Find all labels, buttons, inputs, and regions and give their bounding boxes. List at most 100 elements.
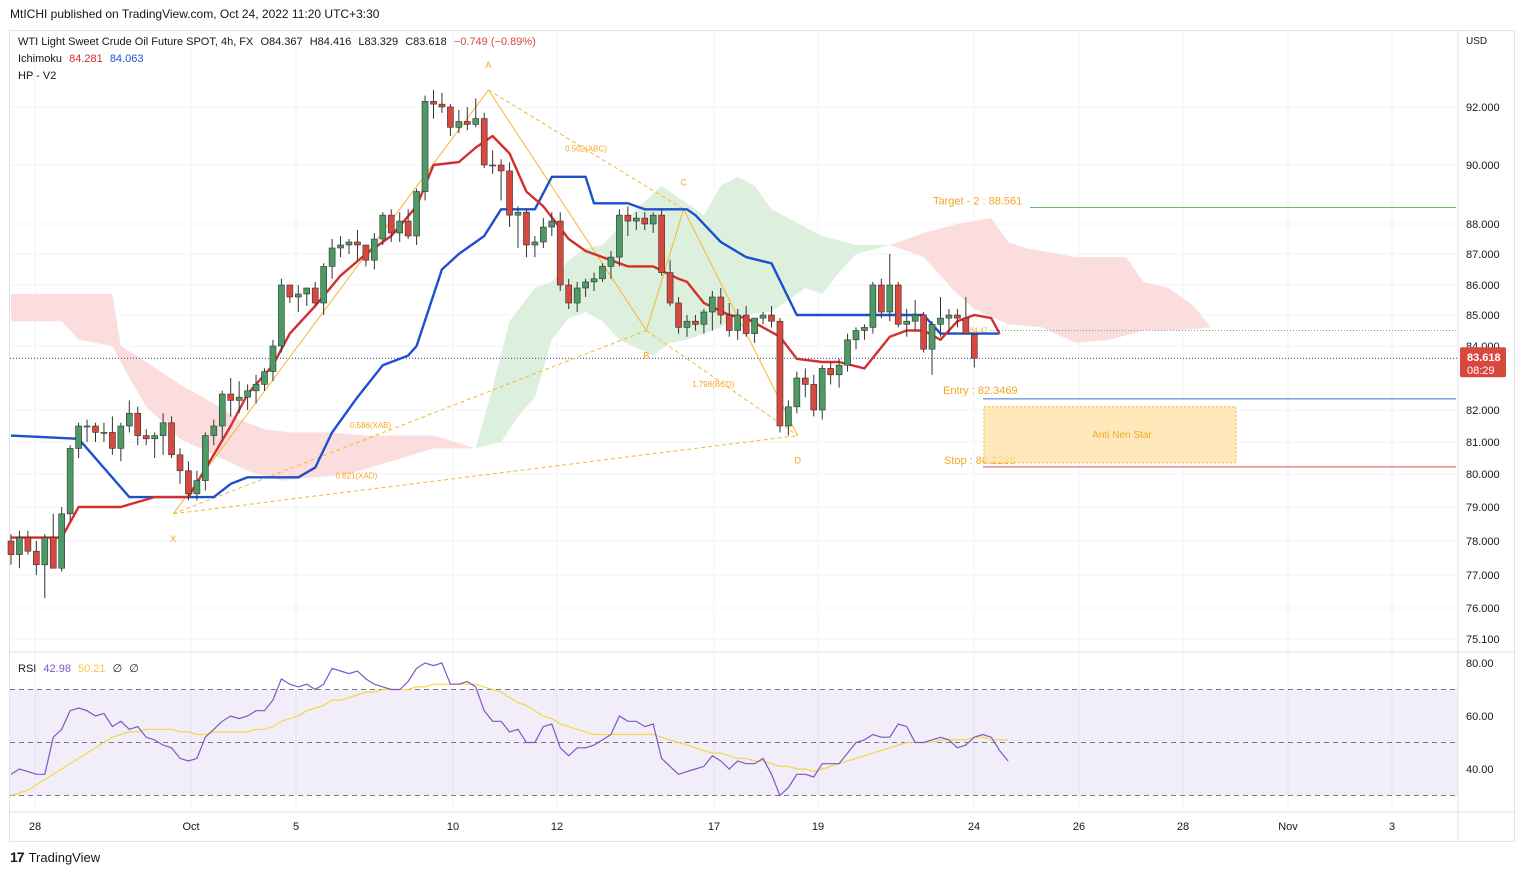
candle[interactable] (218, 390, 226, 439)
candle[interactable] (970, 333, 978, 368)
candle[interactable] (852, 327, 860, 350)
candle[interactable] (134, 406, 142, 446)
candle[interactable] (556, 212, 564, 291)
candle[interactable] (100, 422, 108, 442)
candle[interactable] (168, 416, 175, 458)
candle[interactable] (455, 109, 463, 134)
candle[interactable] (92, 422, 99, 442)
candle[interactable] (793, 371, 801, 414)
candle[interactable] (345, 239, 353, 254)
candle[interactable] (413, 188, 420, 245)
candle[interactable] (117, 422, 125, 462)
candle[interactable] (565, 278, 573, 309)
candle[interactable] (286, 284, 294, 303)
candle[interactable] (616, 209, 623, 267)
candle[interactable] (354, 230, 361, 261)
candle[interactable] (126, 400, 133, 433)
candle[interactable] (396, 212, 404, 242)
candle[interactable] (404, 209, 412, 239)
candle[interactable] (58, 507, 66, 572)
hp-legend[interactable]: HP - V2 (18, 70, 56, 82)
candle[interactable] (599, 263, 606, 282)
candle[interactable] (24, 530, 32, 555)
candle[interactable] (235, 381, 243, 414)
candle[interactable] (768, 306, 775, 328)
candle[interactable] (582, 278, 589, 297)
footer-brand[interactable]: 17 TradingView (10, 849, 100, 865)
candle[interactable] (16, 530, 23, 569)
candle[interactable] (709, 291, 716, 331)
candle[interactable] (269, 339, 277, 382)
candle[interactable] (514, 206, 522, 248)
candle[interactable] (945, 309, 953, 334)
candle[interactable] (193, 470, 201, 501)
rsi-legend[interactable]: RSI 42.98 50.21 ∅ ∅ (18, 662, 139, 675)
candle[interactable] (83, 419, 91, 442)
candle[interactable] (801, 368, 809, 398)
candle[interactable] (261, 368, 268, 391)
candle[interactable] (66, 445, 74, 521)
candle[interactable] (624, 206, 632, 236)
candle[interactable] (632, 212, 640, 230)
candle[interactable] (109, 416, 116, 455)
candle[interactable] (311, 281, 319, 306)
candle[interactable] (692, 315, 699, 331)
candle[interactable] (607, 251, 615, 279)
candle[interactable] (540, 218, 547, 248)
candle[interactable] (159, 413, 167, 455)
candle[interactable] (658, 209, 665, 276)
candle[interactable] (911, 300, 919, 331)
candle[interactable] (962, 297, 970, 334)
candle[interactable] (75, 422, 82, 458)
candle[interactable] (463, 107, 471, 131)
candle[interactable] (506, 162, 513, 227)
candle[interactable] (928, 321, 936, 375)
candle[interactable] (371, 233, 378, 270)
candle[interactable] (41, 534, 49, 599)
candle[interactable] (328, 239, 336, 279)
candle[interactable] (700, 309, 708, 334)
candle[interactable] (303, 287, 311, 306)
candle[interactable] (844, 333, 851, 372)
candle[interactable] (151, 432, 158, 458)
candle[interactable] (49, 513, 57, 569)
anti-nen-star-zone[interactable] (983, 406, 1237, 464)
candle[interactable] (33, 541, 40, 575)
candle[interactable] (894, 281, 902, 328)
candle[interactable] (421, 95, 429, 201)
candle[interactable] (759, 312, 767, 325)
candle[interactable] (954, 309, 961, 328)
candle[interactable] (861, 324, 868, 340)
candle[interactable] (810, 374, 818, 417)
candle[interactable] (818, 365, 826, 420)
candle[interactable] (337, 236, 344, 258)
candle[interactable] (717, 288, 725, 325)
candle[interactable] (387, 209, 395, 242)
candle[interactable] (683, 315, 691, 337)
candle[interactable] (742, 306, 750, 337)
candle[interactable] (903, 309, 911, 337)
candle[interactable] (531, 236, 539, 258)
candle[interactable] (734, 309, 742, 340)
candle[interactable] (244, 384, 251, 410)
candle[interactable] (438, 92, 446, 113)
candle[interactable] (430, 89, 437, 119)
candle[interactable] (869, 281, 877, 334)
candle[interactable] (7, 534, 15, 565)
candle[interactable] (472, 98, 480, 128)
symbol-legend[interactable]: WTI Light Sweet Crude Oil Future SPOT, 4… (18, 36, 536, 48)
candle[interactable] (878, 278, 885, 319)
candle[interactable] (827, 362, 834, 385)
candle[interactable] (142, 429, 150, 446)
candle[interactable] (252, 374, 260, 404)
candle[interactable] (379, 212, 387, 245)
candle[interactable] (835, 358, 843, 388)
candle[interactable] (641, 212, 649, 230)
candle[interactable] (920, 312, 927, 353)
candle[interactable] (176, 448, 184, 484)
candle[interactable] (548, 212, 556, 236)
candle[interactable] (202, 432, 209, 491)
candle[interactable] (210, 419, 218, 446)
candle[interactable] (785, 400, 792, 436)
